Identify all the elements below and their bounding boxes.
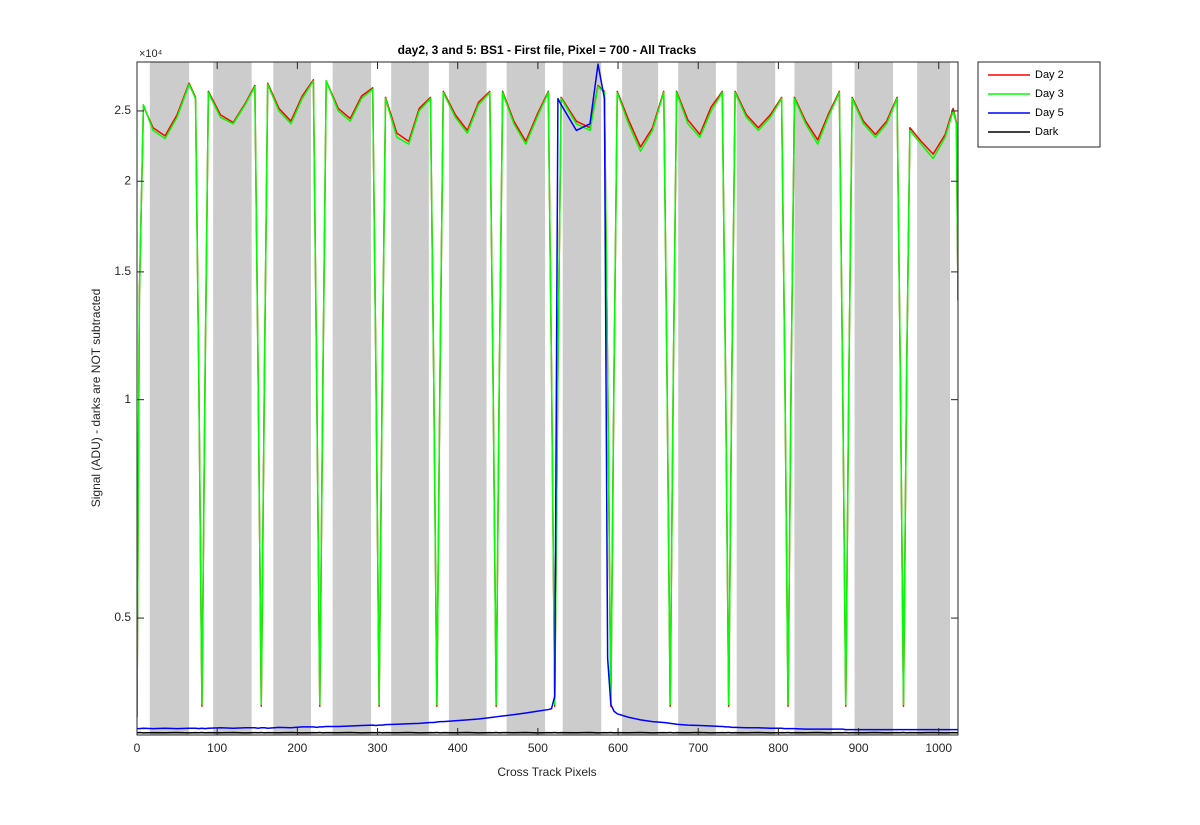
legend-label: Day 5 xyxy=(1035,107,1064,119)
x-tick-label: 200 xyxy=(287,741,307,755)
band xyxy=(678,62,716,735)
y-tick-label: 1.5 xyxy=(114,264,131,278)
band xyxy=(622,62,659,735)
legend-label: Dark xyxy=(1035,126,1059,138)
plot-area xyxy=(137,62,958,735)
x-tick-label: 400 xyxy=(448,741,468,755)
y-tick-label: 0.5 xyxy=(114,610,131,624)
band xyxy=(917,62,950,735)
x-tick-label: 300 xyxy=(368,741,388,755)
band xyxy=(854,62,894,735)
band xyxy=(391,62,429,735)
y-tick-label: 2 xyxy=(124,173,131,187)
y-multiplier: ×10⁴ xyxy=(139,48,163,60)
band xyxy=(213,62,252,735)
band xyxy=(448,62,487,735)
band xyxy=(149,62,190,735)
band xyxy=(794,62,833,735)
y-axis-label: Signal (ADU) - darks are NOT subtracted xyxy=(89,289,103,508)
x-tick-label: 700 xyxy=(688,741,708,755)
band xyxy=(736,62,776,735)
y-tick-label: 1 xyxy=(124,392,131,406)
legend-label: Day 3 xyxy=(1035,88,1064,100)
series-line xyxy=(137,80,958,718)
x-tick-label: 500 xyxy=(528,741,548,755)
band xyxy=(506,62,546,735)
x-tick-label: 100 xyxy=(207,741,227,755)
chart-title: day2, 3 and 5: BS1 - First file, Pixel =… xyxy=(398,43,697,57)
legend: Day 2 Day 3 Day 5 Dark xyxy=(977,61,1101,148)
band xyxy=(562,62,602,735)
x-tick-label: 0 xyxy=(134,741,141,755)
x-tick-label: 900 xyxy=(849,741,869,755)
x-tick-label: 600 xyxy=(608,741,628,755)
x-tick-label: 1000 xyxy=(925,741,952,755)
series-line xyxy=(137,63,958,731)
band xyxy=(332,62,372,735)
x-axis-label: Cross Track Pixels xyxy=(497,765,596,779)
axes-box xyxy=(136,61,959,736)
y-tick-label: 2.5 xyxy=(114,103,131,117)
legend-label: Day 2 xyxy=(1035,69,1064,81)
band xyxy=(273,62,311,735)
legend-box xyxy=(977,61,1101,148)
x-tick-label: 800 xyxy=(768,741,788,755)
